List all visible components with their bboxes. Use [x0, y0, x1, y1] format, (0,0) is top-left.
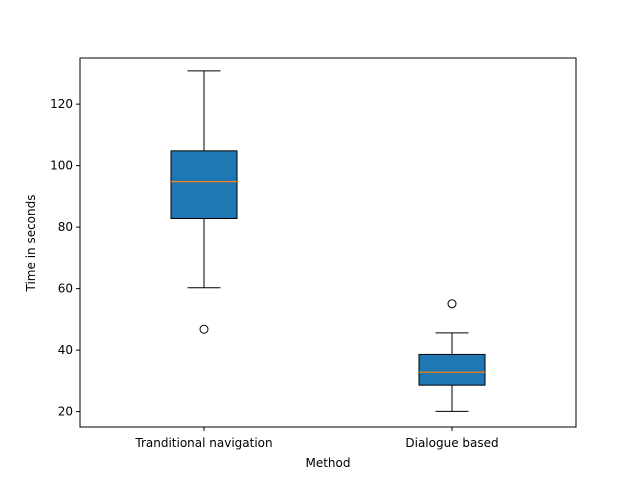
box-group	[170, 70, 238, 334]
box-group	[418, 299, 486, 412]
y-axis: 20 40 60 80 100 120	[50, 97, 80, 419]
x-tick-label: Dialogue based	[405, 436, 498, 450]
plot-frame	[79, 57, 577, 428]
y-tick-label: 100	[50, 159, 73, 173]
y-tick-label: 40	[58, 343, 73, 357]
y-tick-label: 20	[58, 405, 73, 419]
outlier-point	[447, 299, 457, 309]
y-tick-label: 80	[58, 220, 73, 234]
x-tick-label: Tranditional navigation	[134, 436, 272, 450]
iqr-box	[418, 353, 486, 386]
x-axis-label: Method	[305, 456, 350, 470]
y-axis-label: Time in seconds	[24, 195, 38, 293]
outlier-point	[199, 324, 209, 334]
box-marks	[170, 70, 486, 412]
y-tick-label: 60	[58, 282, 73, 296]
y-tick-label: 120	[50, 97, 73, 111]
iqr-box	[170, 150, 238, 220]
x-axis: Tranditional navigation Dialogue based	[134, 427, 499, 450]
